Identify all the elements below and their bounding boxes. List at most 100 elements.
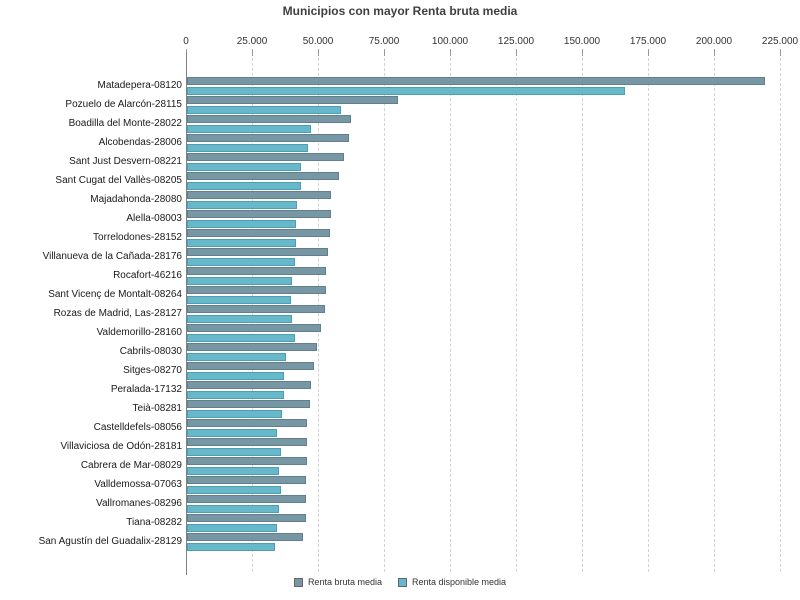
- category-label: Cabrera de Mar-08029: [80, 460, 182, 471]
- gridline: [318, 58, 319, 572]
- bar-renta-bruta-media: [187, 438, 307, 446]
- x-tick-mark: [648, 49, 649, 56]
- category-label: Sant Cugat del Vallès-08205: [55, 175, 182, 186]
- bar-renta-bruta-media: [187, 305, 325, 313]
- bar-renta-bruta-media: [187, 191, 331, 199]
- category-label: Tiana-08282: [126, 517, 182, 528]
- x-tick-mark: [582, 49, 583, 56]
- legend-swatch-icon: [397, 577, 407, 587]
- bar-renta-bruta-media: [187, 476, 306, 484]
- bar-renta-disponible-media: [187, 87, 625, 95]
- category-label: Valldemossa-07063: [94, 479, 182, 490]
- bar-renta-bruta-media: [187, 286, 326, 294]
- category-label: Villaviciosa de Odón-28181: [60, 441, 182, 452]
- category-label: Majadahonda-28080: [90, 194, 182, 205]
- category-label: Matadepera-08120: [97, 80, 182, 91]
- category-label: Cabrils-08030: [119, 346, 182, 357]
- bar-renta-disponible-media: [187, 543, 275, 551]
- bar-renta-bruta-media: [187, 134, 349, 142]
- bar-renta-disponible-media: [187, 486, 281, 494]
- bar-renta-bruta-media: [187, 96, 398, 104]
- x-tick-mark: [780, 49, 781, 56]
- bar-renta-bruta-media: [187, 77, 765, 85]
- x-tick-label: 200.000: [695, 36, 733, 47]
- bar-renta-bruta-media: [187, 324, 321, 332]
- bar-renta-disponible-media: [187, 429, 277, 437]
- category-label: Valdemorillo-28160: [96, 327, 182, 338]
- bar-renta-bruta-media: [187, 400, 310, 408]
- gridline: [780, 58, 781, 572]
- bar-renta-disponible-media: [187, 315, 292, 323]
- bar-renta-disponible-media: [187, 201, 297, 209]
- category-label: Sant Vicenç de Montalt-08264: [48, 289, 182, 300]
- bar-renta-bruta-media: [187, 457, 307, 465]
- gridline: [714, 58, 715, 572]
- category-label: Teià-08281: [132, 403, 182, 414]
- x-tick-mark: [252, 49, 253, 56]
- legend-swatch-icon: [293, 577, 303, 587]
- x-tick-label: 225.000: [761, 36, 799, 47]
- category-label: Vallromanes-08296: [96, 498, 182, 509]
- bar-renta-bruta-media: [187, 248, 328, 256]
- x-tick-mark: [450, 49, 451, 56]
- bar-renta-bruta-media: [187, 115, 351, 123]
- bar-renta-disponible-media: [187, 125, 311, 133]
- bar-renta-bruta-media: [187, 381, 311, 389]
- y-axis-line: [186, 52, 187, 575]
- bar-renta-bruta-media: [187, 533, 303, 541]
- bar-renta-disponible-media: [187, 410, 282, 418]
- bar-renta-bruta-media: [187, 267, 326, 275]
- x-tick-label: 75.000: [368, 36, 400, 47]
- category-label: Alella-08003: [126, 213, 182, 224]
- bar-renta-disponible-media: [187, 258, 295, 266]
- bar-renta-disponible-media: [187, 220, 296, 228]
- bar-renta-bruta-media: [187, 172, 339, 180]
- bar-renta-bruta-media: [187, 210, 331, 218]
- category-label: Rocafort-46216: [113, 270, 182, 281]
- category-label: Alcobendas-28006: [98, 137, 182, 148]
- category-label: Rozas de Madrid, Las-28127: [53, 308, 182, 319]
- x-tick-label: 100.000: [431, 36, 469, 47]
- gridline: [384, 58, 385, 572]
- category-label: San Agustín del Guadalix-28129: [38, 536, 182, 547]
- gridline: [450, 58, 451, 572]
- legend-item-renta-disponible-media: Renta disponible media: [397, 577, 507, 587]
- x-tick-mark: [384, 49, 385, 56]
- bar-renta-disponible-media: [187, 391, 284, 399]
- gridline: [648, 58, 649, 572]
- bar-renta-disponible-media: [187, 144, 308, 152]
- x-tick-label: 125.000: [497, 36, 535, 47]
- x-tick-label: 25.000: [236, 36, 268, 47]
- legend-label: Renta bruta media: [307, 577, 382, 587]
- bar-renta-bruta-media: [187, 229, 330, 237]
- gridline: [516, 58, 517, 572]
- x-tick-mark: [318, 49, 319, 56]
- legend-label: Renta disponible media: [411, 577, 507, 587]
- x-tick-label: 175.000: [629, 36, 667, 47]
- bar-renta-bruta-media: [187, 419, 307, 427]
- bar-renta-disponible-media: [187, 277, 292, 285]
- category-label: Villanueva de la Cañada-28176: [42, 251, 182, 262]
- x-tick-label: 0: [183, 36, 189, 47]
- bar-renta-disponible-media: [187, 106, 341, 114]
- category-label: Sitges-08270: [123, 365, 182, 376]
- bar-renta-bruta-media: [187, 514, 306, 522]
- x-tick-mark: [516, 49, 517, 56]
- gridline: [582, 58, 583, 572]
- bar-renta-bruta-media: [187, 495, 306, 503]
- bar-renta-bruta-media: [187, 343, 317, 351]
- bar-renta-disponible-media: [187, 239, 296, 247]
- bar-renta-disponible-media: [187, 296, 291, 304]
- bar-renta-disponible-media: [187, 334, 295, 342]
- bar-renta-bruta-media: [187, 153, 344, 161]
- chart-title: Municipios con mayor Renta bruta media: [282, 4, 518, 18]
- x-tick-mark: [714, 49, 715, 56]
- bar-renta-disponible-media: [187, 182, 301, 190]
- category-label: Boadilla del Monte-28022: [68, 118, 182, 129]
- x-tick-label: 150.000: [563, 36, 601, 47]
- legend: Renta bruta media Renta disponible media: [0, 577, 800, 587]
- bar-renta-disponible-media: [187, 353, 286, 361]
- category-label: Torrelodones-28152: [93, 232, 182, 243]
- category-label: Sant Just Desvern-08221: [69, 156, 182, 167]
